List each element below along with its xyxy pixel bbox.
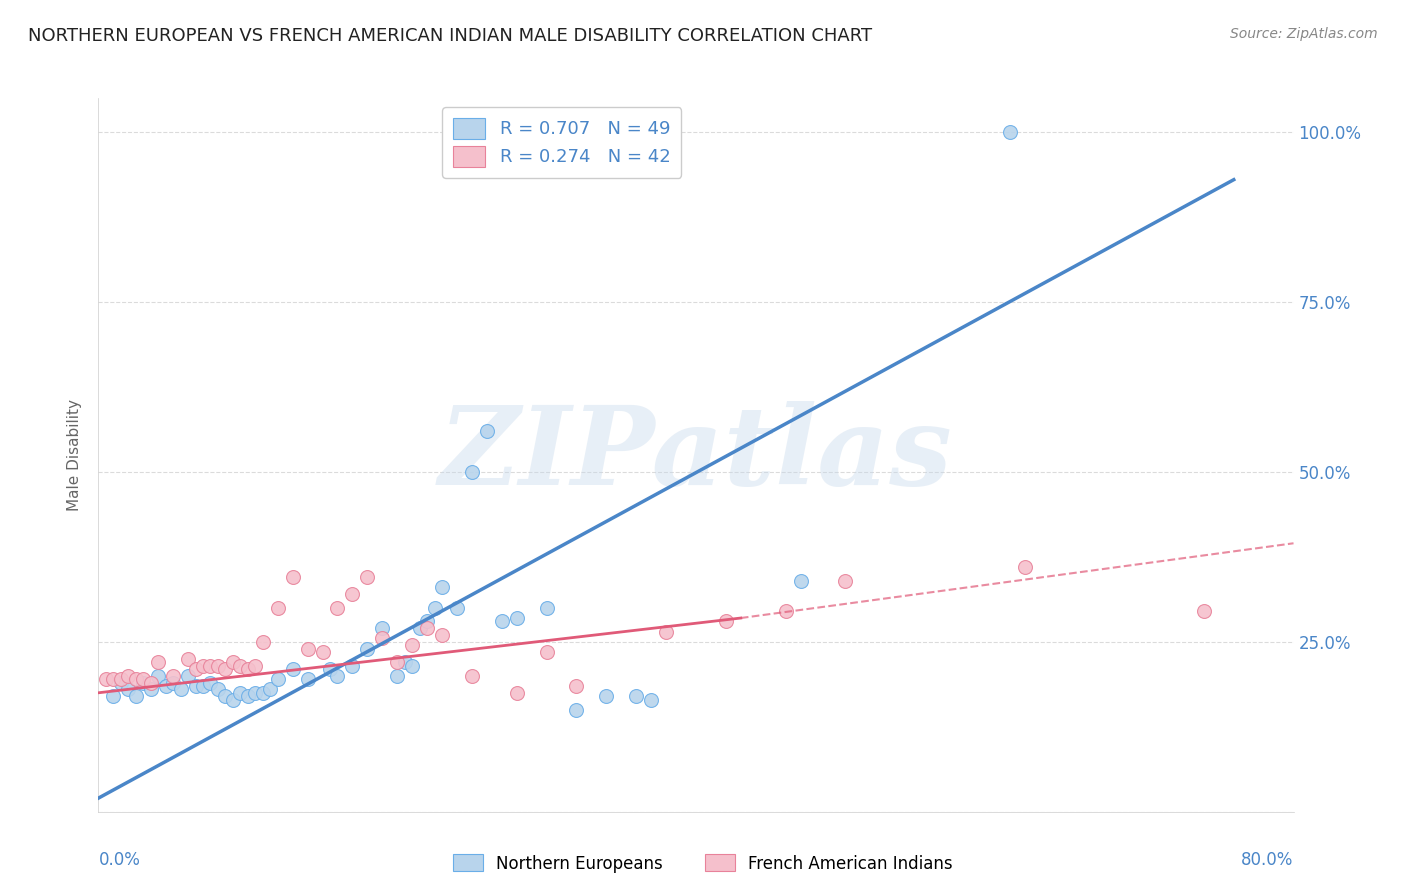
Point [259,682,281,697]
Point [536,600,558,615]
Point [184,662,207,676]
Text: ZIPatlas: ZIPatlas [439,401,953,508]
Point [834,574,856,588]
Point [416,621,439,635]
Point [207,682,229,697]
Point [565,703,588,717]
Point [342,658,364,673]
Point [169,682,191,697]
Point [245,686,267,700]
Point [245,658,267,673]
Point [714,615,737,629]
Point [319,662,342,676]
Point [430,581,453,595]
Point [236,689,259,703]
Point [267,600,290,615]
Point [132,672,155,686]
Point [401,658,423,673]
Point [207,658,229,673]
Point [162,669,184,683]
Point [595,689,617,703]
Point [297,641,319,656]
Point [148,655,170,669]
Point [229,686,252,700]
Point [371,632,394,646]
Point [214,662,236,676]
Point [148,669,170,683]
Point [1192,604,1215,618]
Point [103,672,125,686]
Point [155,679,177,693]
Point [132,675,155,690]
Point [267,672,290,686]
Point [200,675,222,690]
Point [252,635,274,649]
Point [356,641,378,656]
Point [536,645,558,659]
Point [385,669,409,683]
Point [401,638,423,652]
Text: NORTHERN EUROPEAN VS FRENCH AMERICAN INDIAN MALE DISABILITY CORRELATION CHART: NORTHERN EUROPEAN VS FRENCH AMERICAN IND… [28,27,872,45]
Point [229,658,252,673]
Point [110,672,132,686]
Point [506,686,529,700]
Point [789,574,811,588]
Point [1014,560,1036,574]
Point [117,669,139,683]
Point [139,682,162,697]
Point [94,672,117,686]
Point [252,686,274,700]
Point [162,675,184,690]
Point [640,692,662,706]
Y-axis label: Male Disability: Male Disability [67,399,83,511]
Point [565,679,588,693]
Point [311,645,333,659]
Point [356,570,378,584]
Point [125,672,148,686]
Point [371,621,394,635]
Point [326,669,349,683]
Point [998,125,1021,139]
Point [446,600,468,615]
Point [385,655,409,669]
Point [342,587,364,601]
Point [214,689,236,703]
Point [626,689,648,703]
Point [475,424,498,438]
Point [177,669,200,683]
Point [775,604,797,618]
Point [117,682,139,697]
Point [200,658,222,673]
Point [506,611,529,625]
Point [177,652,200,666]
Point [281,662,304,676]
Point [394,655,416,669]
Point [461,669,484,683]
Point [103,689,125,703]
Point [222,692,245,706]
Point [191,658,214,673]
Legend: R = 0.707   N = 49, R = 0.274   N = 42: R = 0.707 N = 49, R = 0.274 N = 42 [441,107,682,178]
Point [655,624,678,639]
Point [408,621,430,635]
Point [222,655,245,669]
Text: 80.0%: 80.0% [1241,851,1294,869]
Point [139,675,162,690]
Text: Source: ZipAtlas.com: Source: ZipAtlas.com [1230,27,1378,41]
Point [416,615,439,629]
Point [184,679,207,693]
Point [125,689,148,703]
Point [326,600,349,615]
Point [491,615,513,629]
Point [281,570,304,584]
Point [297,672,319,686]
Point [461,465,484,479]
Legend: Northern Europeans, French American Indians: Northern Europeans, French American Indi… [447,847,959,880]
Point [423,600,446,615]
Point [430,628,453,642]
Point [191,679,214,693]
Point [110,675,132,690]
Point [236,662,259,676]
Text: 0.0%: 0.0% [98,851,141,869]
